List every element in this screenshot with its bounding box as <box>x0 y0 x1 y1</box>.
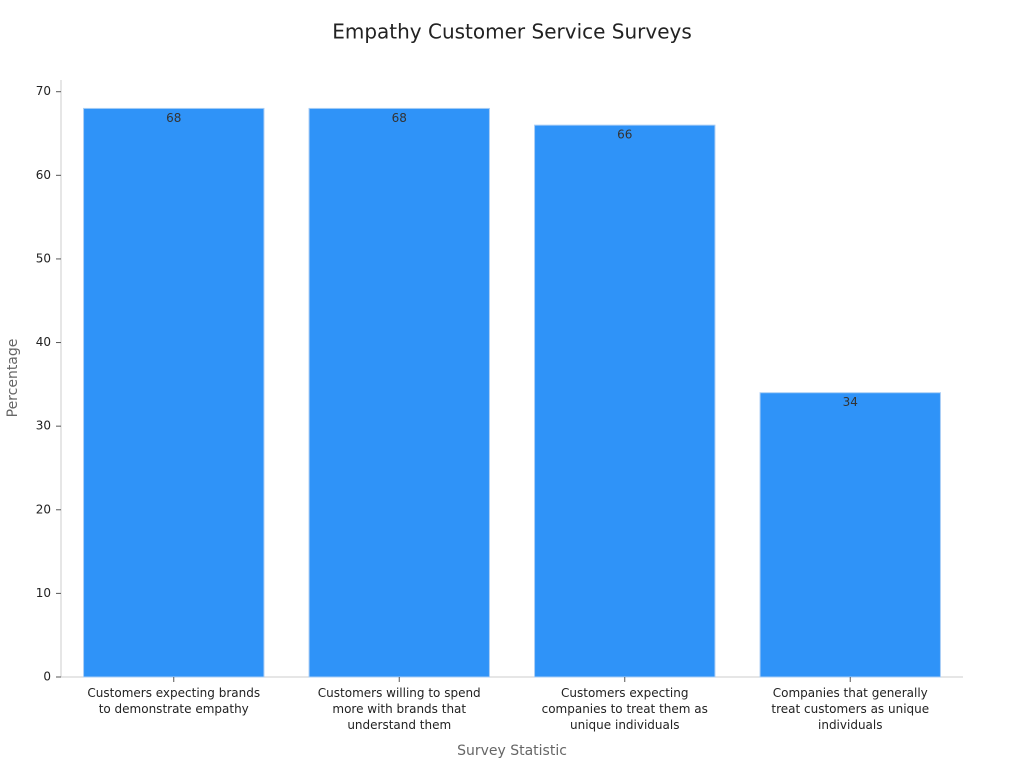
x-tick-label: Customers expecting brands to demonstrat… <box>87 686 261 716</box>
bar <box>308 107 490 678</box>
y-tick-label: 0 <box>43 670 51 684</box>
data-label: 34 <box>843 395 858 409</box>
chart-title: Empathy Customer Service Surveys <box>332 20 692 44</box>
data-label: 68 <box>166 111 181 125</box>
y-axis-label: Percentage <box>5 339 21 418</box>
bar <box>534 124 716 678</box>
y-tick-label: 70 <box>36 84 51 98</box>
x-tick-label: Companies that generally treat customers… <box>771 686 930 732</box>
x-axis-label: Survey Statistic <box>457 743 567 759</box>
data-label: 68 <box>392 111 407 125</box>
y-tick-label: 40 <box>36 335 51 349</box>
y-tick-label: 60 <box>36 168 51 182</box>
x-tick-label: Customers expecting companies to treat t… <box>541 686 708 732</box>
y-tick-label: 20 <box>36 502 51 516</box>
bar <box>83 107 265 678</box>
data-label: 66 <box>617 128 632 142</box>
bar <box>759 392 941 678</box>
y-tick-label: 10 <box>36 586 51 600</box>
y-tick-label: 50 <box>36 251 51 265</box>
x-tick-label: Customers willing to spend more with bra… <box>317 686 481 732</box>
y-tick-label: 30 <box>36 419 51 433</box>
